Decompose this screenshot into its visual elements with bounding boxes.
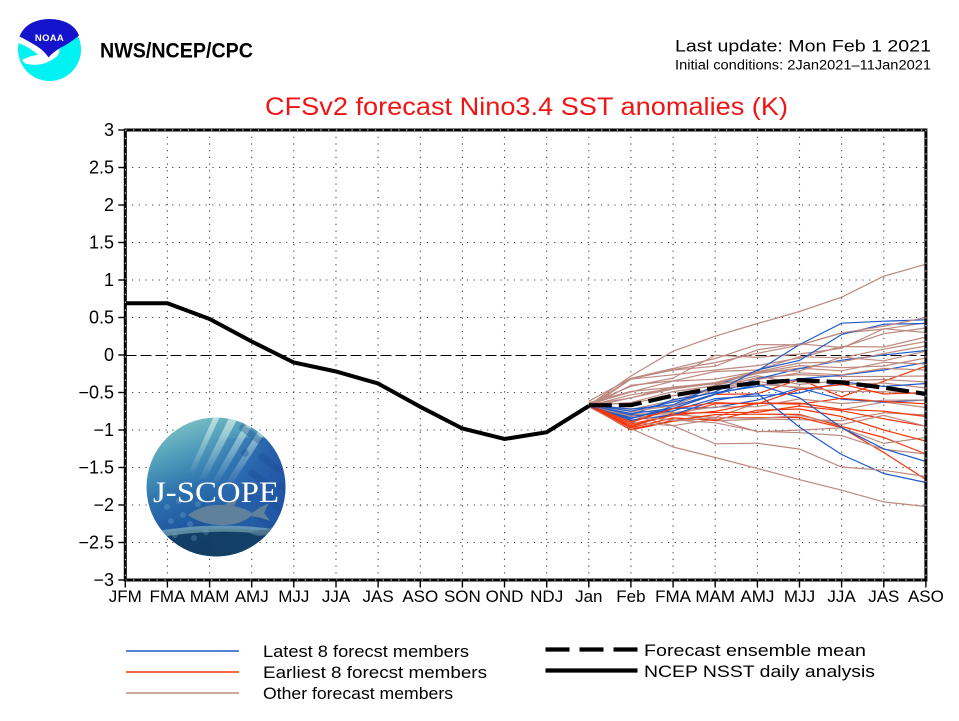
svg-text:−2.5: −2.5 xyxy=(78,533,114,553)
svg-text:−0.5: −0.5 xyxy=(78,383,114,403)
svg-text:JFM: JFM xyxy=(109,587,142,606)
svg-text:ASO: ASO xyxy=(908,587,944,606)
svg-text:−2: −2 xyxy=(93,495,114,515)
svg-text:NOAA: NOAA xyxy=(35,33,64,44)
svg-text:J-SCOPE: J-SCOPE xyxy=(153,476,279,509)
svg-text:JAS: JAS xyxy=(363,587,394,606)
svg-text:2: 2 xyxy=(104,195,114,215)
svg-text:1.5: 1.5 xyxy=(89,233,114,253)
svg-text:SON: SON xyxy=(444,587,481,606)
svg-text:AMJ: AMJ xyxy=(740,587,774,606)
svg-text:FMA: FMA xyxy=(149,587,186,606)
svg-text:NWS/NCEP/CPC: NWS/NCEP/CPC xyxy=(100,40,253,63)
svg-text:1: 1 xyxy=(104,270,114,290)
svg-text:3: 3 xyxy=(104,120,114,140)
svg-text:Last update: Mon Feb 1 2021: Last update: Mon Feb 1 2021 xyxy=(675,37,931,56)
svg-text:0.5: 0.5 xyxy=(89,308,114,328)
svg-text:Feb: Feb xyxy=(616,587,645,606)
svg-text:NCEP NSST daily analysis: NCEP NSST daily analysis xyxy=(644,663,875,681)
svg-text:ASO: ASO xyxy=(402,587,438,606)
svg-text:Forecast ensemble mean: Forecast ensemble mean xyxy=(644,642,866,660)
svg-text:MJJ: MJJ xyxy=(784,587,815,606)
svg-text:−3: −3 xyxy=(93,570,114,590)
svg-text:−1: −1 xyxy=(93,420,114,440)
svg-text:JAS: JAS xyxy=(868,587,899,606)
svg-text:MAM: MAM xyxy=(190,587,230,606)
svg-text:JJA: JJA xyxy=(827,587,856,606)
svg-text:FMA: FMA xyxy=(655,587,692,606)
svg-text:Other forecast members: Other forecast members xyxy=(263,685,453,703)
svg-text:MAM: MAM xyxy=(695,587,735,606)
svg-text:OND: OND xyxy=(486,587,524,606)
svg-text:NDJ: NDJ xyxy=(530,587,563,606)
svg-text:CFSv2 forecast Nino3.4 SST ano: CFSv2 forecast Nino3.4 SST anomalies (K) xyxy=(265,93,788,121)
svg-text:Earliest 8 forecst members: Earliest 8 forecst members xyxy=(263,664,487,682)
svg-text:Latest 8 forecst members: Latest 8 forecst members xyxy=(263,643,469,661)
svg-text:2.5: 2.5 xyxy=(89,158,114,178)
svg-text:Initial conditions: 2Jan2021–1: Initial conditions: 2Jan2021–11Jan2021 xyxy=(675,58,931,73)
svg-text:0: 0 xyxy=(104,345,114,365)
svg-text:MJJ: MJJ xyxy=(278,587,309,606)
svg-text:AMJ: AMJ xyxy=(235,587,269,606)
svg-text:Jan: Jan xyxy=(575,587,602,606)
svg-text:−1.5: −1.5 xyxy=(78,458,114,478)
svg-text:JJA: JJA xyxy=(322,587,351,606)
